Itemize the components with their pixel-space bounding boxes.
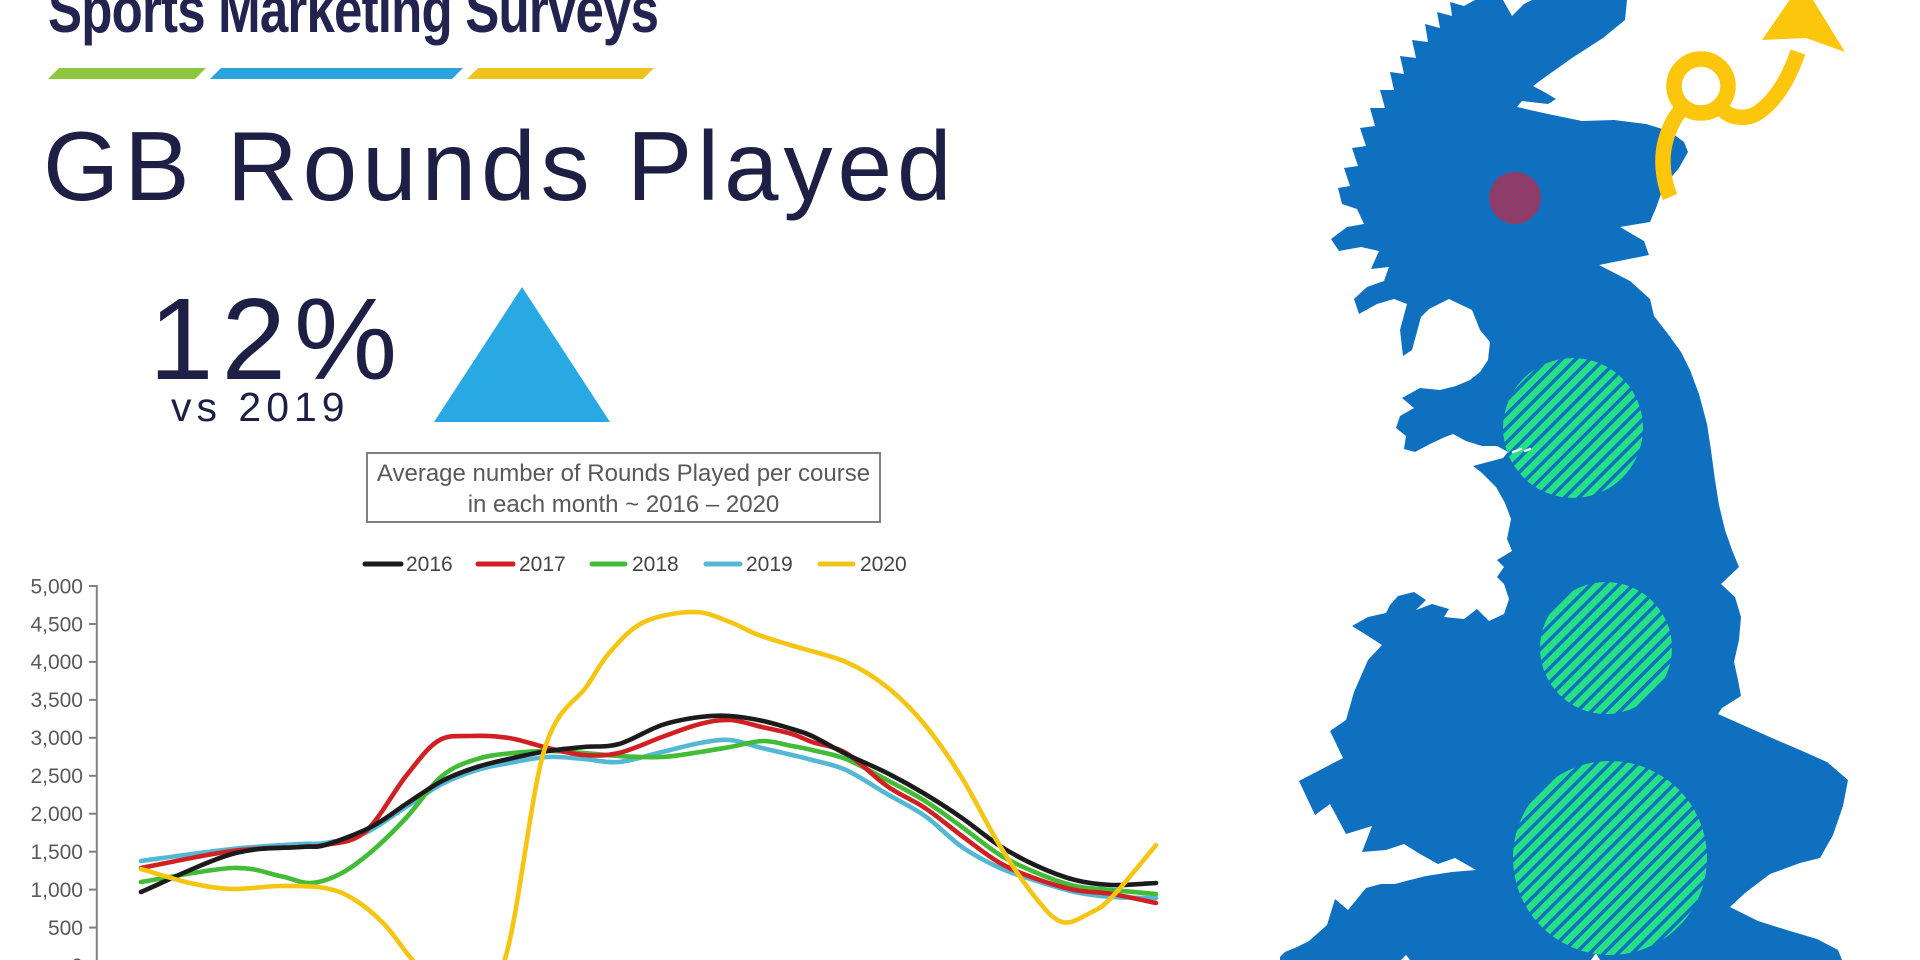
svg-text:3,000: 3,000 (30, 727, 83, 750)
svg-text:4,000: 4,000 (30, 651, 83, 674)
svg-text:2,500: 2,500 (30, 765, 83, 788)
svg-text:5,000: 5,000 (30, 575, 83, 598)
svg-text:2017: 2017 (519, 553, 566, 576)
svg-text:0: 0 (71, 955, 83, 960)
svg-text:3,500: 3,500 (30, 689, 83, 712)
svg-text:4,500: 4,500 (30, 613, 83, 636)
svg-text:500: 500 (48, 917, 83, 940)
svg-text:2018: 2018 (632, 553, 679, 576)
svg-text:1,500: 1,500 (30, 841, 83, 864)
svg-text:1,000: 1,000 (30, 879, 83, 902)
svg-text:2016: 2016 (406, 553, 453, 576)
svg-text:2,000: 2,000 (30, 803, 83, 826)
svg-text:2020: 2020 (860, 553, 907, 576)
svg-text:2019: 2019 (746, 553, 793, 576)
